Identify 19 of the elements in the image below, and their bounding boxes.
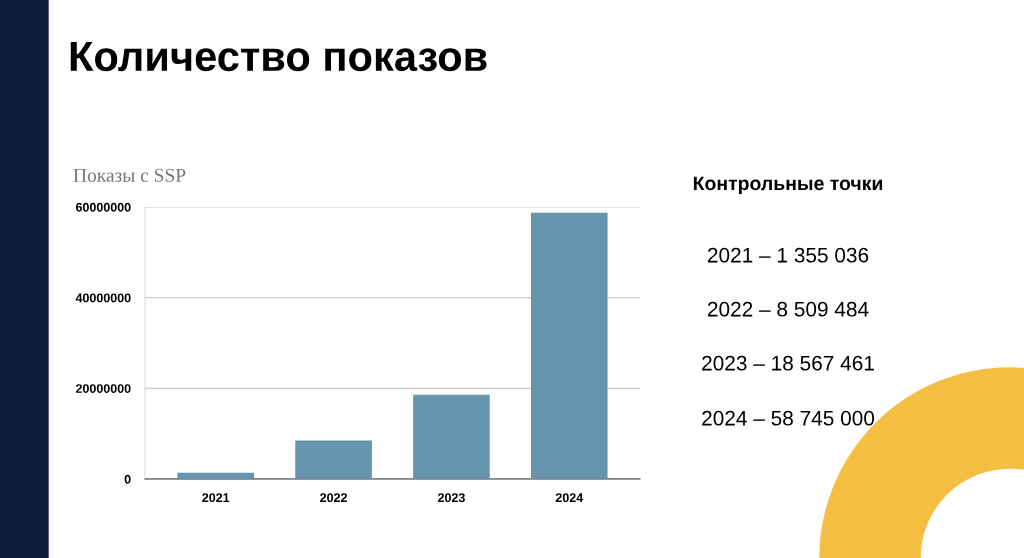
chart-subtitle: Показы с SSP (73, 168, 186, 182)
x-tick-label: 2021 (202, 493, 230, 503)
y-tick-label: 40000000 (75, 293, 131, 303)
bar (177, 472, 255, 479)
y-tick-label: 0 (124, 474, 131, 484)
x-tick-label: 2022 (320, 493, 347, 503)
text: 2024 – 58 745 000 (702, 410, 875, 426)
y-tick-label: 60000000 (75, 202, 131, 212)
text: Контрольные точки (693, 176, 883, 195)
bar (530, 212, 608, 479)
text: 2021 – 1 355 036 (707, 247, 869, 263)
x-tick-label: 2023 (437, 493, 465, 503)
chart-title: Количество показов (70, 42, 487, 72)
y-tick-label: 20000000 (75, 384, 131, 393)
bar (295, 440, 372, 479)
text: 2022 – 8 509 484 (707, 301, 869, 317)
x-tick-label: 2024 (555, 493, 584, 503)
bar (413, 394, 490, 479)
text: 2023 – 18 567 461 (702, 355, 874, 371)
